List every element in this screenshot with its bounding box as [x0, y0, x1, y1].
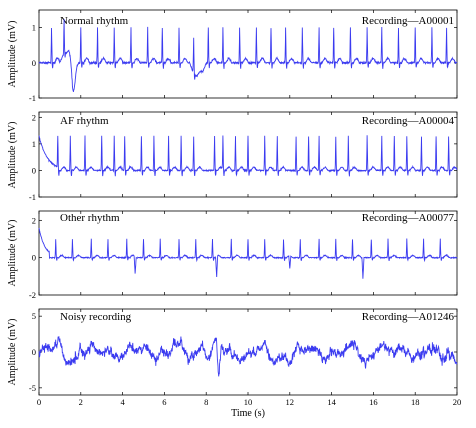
x-ticks-4 [38, 309, 458, 395]
ecg-trace-other [38, 227, 458, 279]
panel-normal-rhythm: Normal rhythm Recording—A00001 Amplitude… [7, 9, 458, 103]
y-tick-label: 5 [32, 311, 36, 321]
y-tick-label: -2 [29, 290, 36, 300]
y-tick-label: -5 [29, 383, 36, 393]
panel-noisy-recording: Noisy recording Recording—A01246 Amplitu… [7, 308, 461, 407]
ecg-trace-noisy [38, 336, 458, 377]
y-ticks-2: -1 0 1 2 [29, 112, 457, 202]
y-axis-label-2: Amplitude (mV) [7, 122, 18, 189]
y-tick-label: 0 [32, 165, 36, 175]
annotation-left-2: AF rhythm [60, 115, 109, 127]
x-tick-label: 12 [286, 397, 295, 407]
panel-af-rhythm: AF rhythm Recording—A00004 Amplitude (mV… [7, 111, 458, 202]
x-axis-label: Time (s) [231, 408, 265, 419]
annotation-left-1: Normal rhythm [60, 15, 129, 27]
annotation-left-4: Noisy recording [60, 311, 132, 323]
annotation-right-4: Recording—A01246 [362, 311, 455, 323]
annotation-right-2: Recording—A00004 [362, 115, 455, 127]
y-ticks-4: -5 0 5 [29, 311, 457, 393]
x-tick-labels: 0 2 4 6 8 10 12 14 16 18 20 [37, 397, 461, 407]
y-tick-label: 2 [32, 215, 36, 225]
y-tick-label: 0 [32, 58, 36, 68]
x-ticks-1 [38, 10, 458, 98]
x-tick-label: 14 [327, 397, 336, 407]
x-tick-label: 20 [453, 397, 462, 407]
ecg-trace-af [38, 135, 458, 177]
annotation-right-1: Recording—A00001 [362, 15, 454, 27]
x-tick-label: 4 [120, 397, 125, 407]
y-axis-label-3: Amplitude (mV) [7, 220, 18, 287]
x-tick-label: 0 [37, 397, 41, 407]
y-tick-label: 2 [32, 112, 36, 122]
x-tick-label: 6 [162, 397, 166, 407]
annotation-right-3: Recording—A00077 [362, 212, 455, 224]
x-ticks-3 [38, 211, 458, 295]
y-tick-label: 0 [32, 253, 36, 263]
y-axis-label-4: Amplitude (mV) [7, 319, 18, 386]
ecg-trace-normal [38, 19, 458, 92]
y-tick-label: 1 [32, 139, 36, 149]
x-tick-label: 10 [244, 397, 253, 407]
x-tick-label: 16 [369, 397, 378, 407]
y-tick-label: 0 [32, 347, 36, 357]
x-tick-label: 8 [204, 397, 208, 407]
y-tick-label: 1 [32, 23, 36, 33]
panel-other-rhythm: Other rhythm Recording—A00077 Amplitude … [7, 210, 458, 300]
x-ticks-2 [38, 112, 458, 197]
y-tick-label: -1 [29, 93, 36, 103]
y-axis-label-1: Amplitude (mV) [7, 21, 18, 88]
x-tick-label: 2 [79, 397, 83, 407]
annotation-left-3: Other rhythm [60, 212, 120, 224]
y-tick-label: -1 [29, 192, 36, 202]
x-tick-label: 18 [411, 397, 420, 407]
